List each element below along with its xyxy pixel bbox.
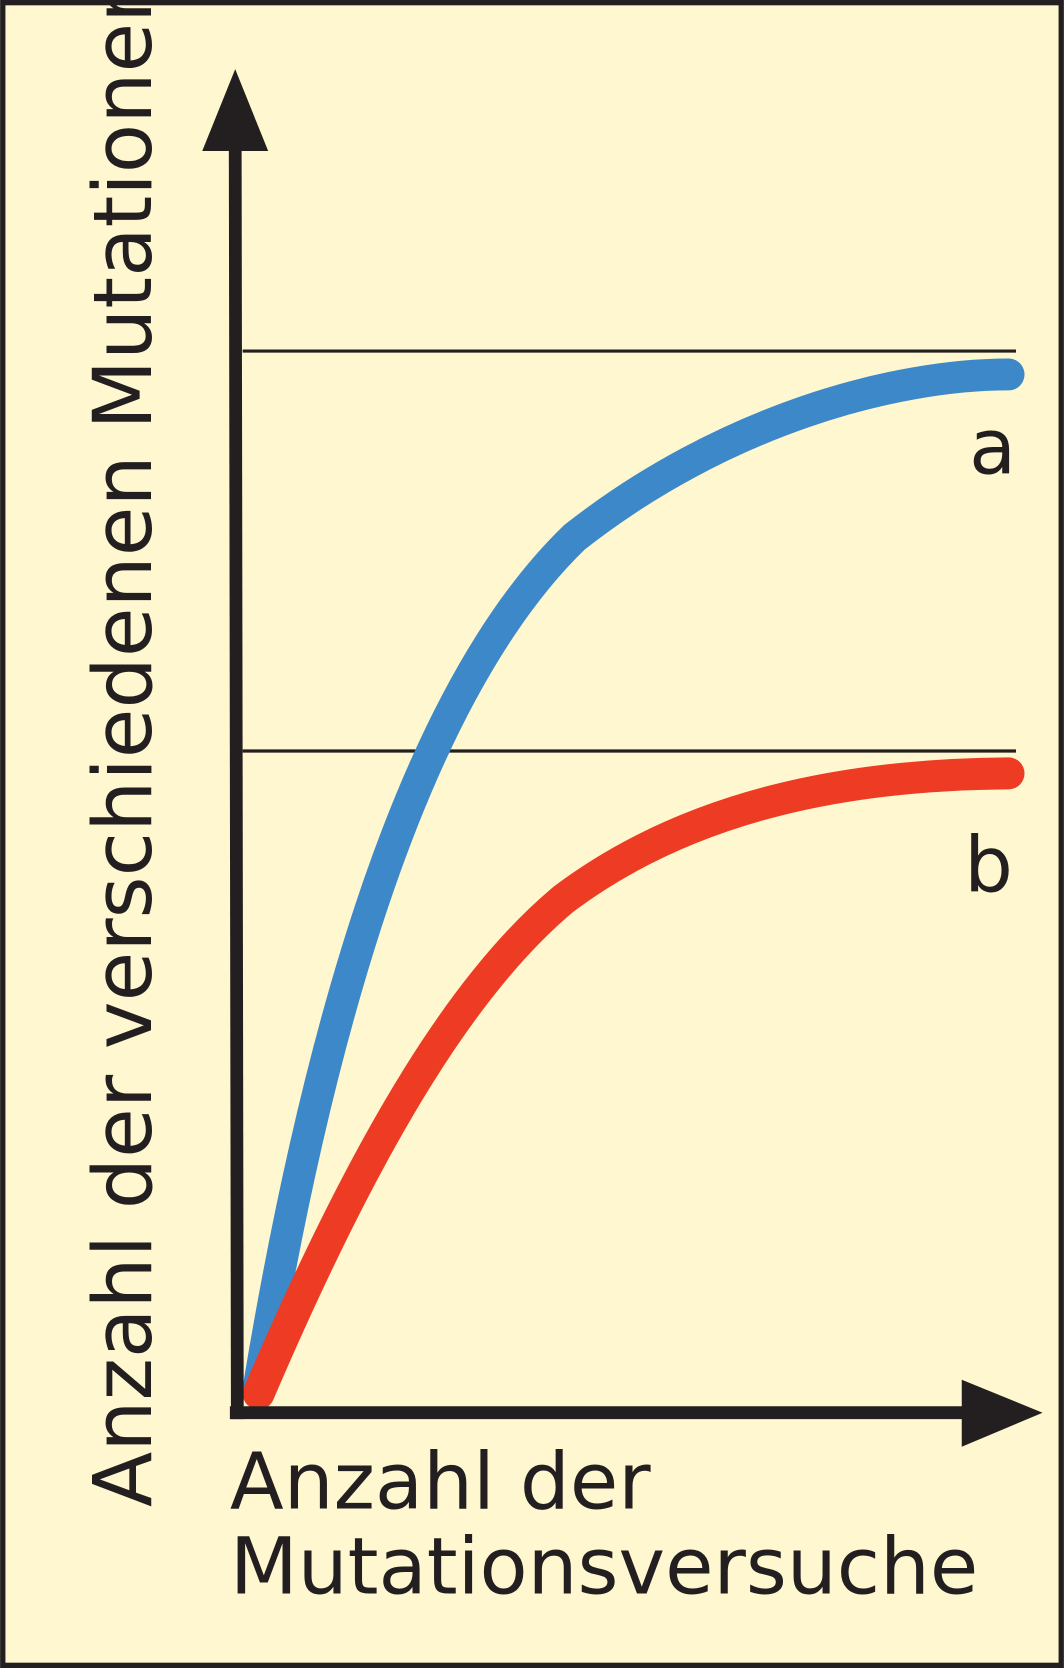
curve-label: a: [969, 403, 1016, 492]
x-axis-label: Anzahl der: [230, 1435, 651, 1527]
curve-b: [242, 757, 1025, 1410]
y-axis: [228, 143, 244, 1420]
curve-label: b: [964, 821, 1013, 910]
y-axis-label: Anzahl der verschiedenen Mutationen: [77, 0, 171, 1507]
curve-a: [242, 358, 1025, 1405]
x-axis-arrow: [961, 1379, 1043, 1447]
y-axis-arrow: [202, 69, 269, 152]
x-axis-label: Mutationsversuche: [230, 1521, 978, 1613]
